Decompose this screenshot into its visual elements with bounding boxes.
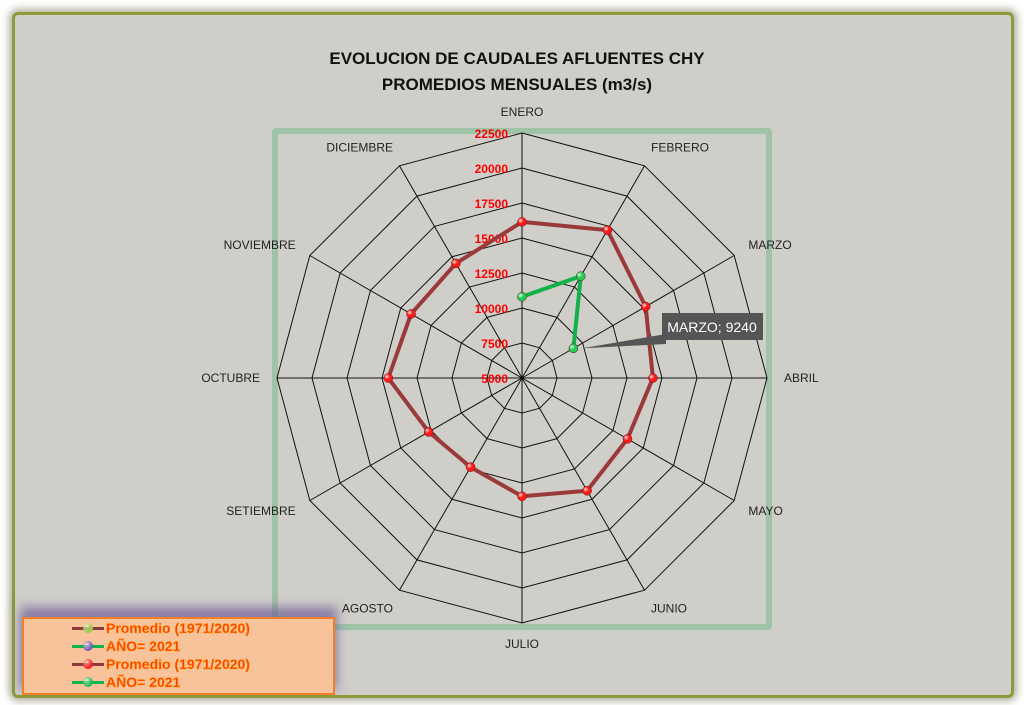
data-point	[383, 373, 394, 383]
axis-spoke	[399, 377, 523, 591]
legend-swatch-icon	[72, 637, 104, 655]
data-point	[451, 258, 461, 269]
data-point	[640, 301, 651, 312]
category-label: JULIO	[505, 637, 539, 651]
category-label: NOVIEMBRE	[224, 238, 296, 252]
legend-swatch-icon	[72, 619, 104, 637]
radial-tick-label: 22500	[475, 127, 509, 141]
callout-box	[662, 313, 763, 340]
category-label: ENERO	[501, 105, 544, 119]
radial-tick-label: 17500	[475, 197, 509, 211]
legend-item: Promedio (1971/2020)	[72, 655, 250, 673]
category-label: ABRIL	[784, 371, 819, 385]
category-label: SETIEMBRE	[226, 504, 295, 518]
title-line-2: PROMEDIOS MENSUALES (m3/s)	[381, 75, 653, 94]
title-line-1: EVOLUCION DE CAUDALES AFLUENTES CHY	[329, 49, 705, 68]
axis-spoke	[399, 165, 523, 379]
data-point	[517, 491, 527, 502]
legend-item: AÑO= 2021	[72, 673, 181, 691]
callout-pointer	[581, 334, 666, 349]
plot-area-border	[272, 128, 772, 630]
radial-tick-label: 12500	[475, 267, 509, 281]
axis-spoke	[521, 377, 645, 591]
data-point	[582, 486, 592, 496]
data-point	[465, 462, 476, 472]
legend-item: Promedio (1971/2020)	[72, 619, 250, 637]
category-label: DICIEMBRE	[326, 141, 393, 155]
chart-title: EVOLUCION DE CAUDALES AFLUENTES CHY PROM…	[0, 46, 1024, 98]
data-point	[622, 434, 633, 444]
category-label: FEBRERO	[651, 141, 709, 155]
legend-label: Promedio (1971/2020)	[106, 620, 250, 636]
radial-tick-label: 7500	[481, 337, 508, 351]
data-point	[648, 373, 658, 383]
data-point	[517, 292, 527, 302]
series-line	[521, 274, 583, 349]
category-label: MARZO	[748, 238, 791, 252]
category-label: JUNIO	[651, 601, 687, 615]
legend-item: AÑO= 2021	[72, 637, 181, 655]
axis-spoke	[309, 255, 523, 379]
series-line	[386, 219, 655, 499]
axis-spoke	[521, 255, 735, 379]
legend-label: AÑO= 2021	[106, 638, 181, 654]
data-point	[423, 427, 434, 437]
category-label: AGOSTO	[342, 601, 393, 615]
radial-tick-label: 10000	[475, 302, 509, 316]
legend: Promedio (1971/2020) AÑO= 2021 Promedio …	[22, 617, 335, 695]
category-label: MAYO	[748, 504, 782, 518]
axis-spoke	[309, 377, 523, 501]
data-point	[517, 217, 527, 227]
legend-swatch-icon	[72, 655, 104, 673]
legend-swatch-icon	[72, 673, 104, 691]
data-point	[576, 271, 586, 281]
radial-tick-label: 5000	[481, 372, 508, 386]
callout-label: MARZO; 9240	[667, 319, 757, 335]
legend-label: AÑO= 2021	[106, 674, 181, 690]
chart-area	[12, 12, 1014, 698]
data-point	[568, 343, 579, 354]
radial-tick-label: 20000	[475, 162, 509, 176]
data-point	[406, 309, 416, 319]
data-point	[602, 225, 613, 235]
legend-label: Promedio (1971/2020)	[106, 656, 250, 672]
category-label: OCTUBRE	[201, 371, 260, 385]
axis-spoke	[521, 165, 645, 379]
